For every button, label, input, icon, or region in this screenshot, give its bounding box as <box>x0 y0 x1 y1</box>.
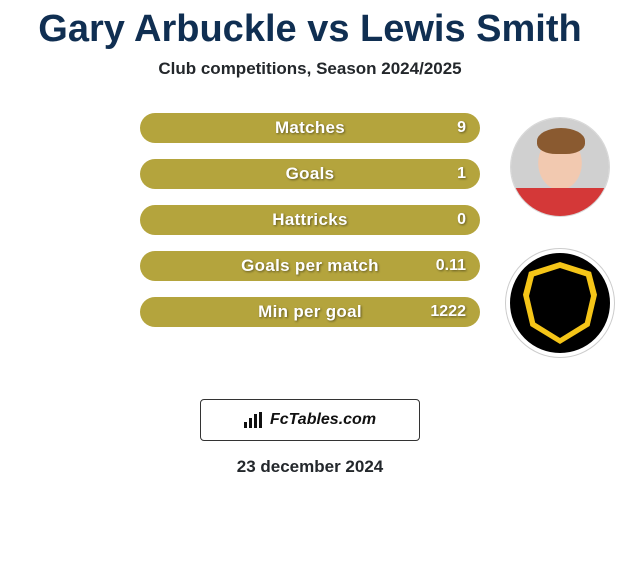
fctables-logo-icon <box>244 412 264 428</box>
stats-zone: Matches 9 Goals 1 Hattricks 0 Goals per … <box>0 119 620 379</box>
stat-label: Matches <box>275 118 345 138</box>
stat-row-min-per-goal: Min per goal 1222 <box>140 297 480 327</box>
club-shield-icon <box>523 262 597 344</box>
avatar-hair <box>537 128 585 154</box>
stat-row-matches: Matches 9 <box>140 113 480 143</box>
stat-row-goals-per-match: Goals per match 0.11 <box>140 251 480 281</box>
stat-label: Hattricks <box>272 210 347 230</box>
stat-row-goals: Goals 1 <box>140 159 480 189</box>
attribution-text: FcTables.com <box>270 411 376 429</box>
page-title: Gary Arbuckle vs Lewis Smith <box>0 0 620 51</box>
stat-right-value: 1222 <box>430 303 466 321</box>
stat-row-hattricks: Hattricks 0 <box>140 205 480 235</box>
avatar-shirt <box>511 188 609 216</box>
stat-right-value: 0 <box>457 211 466 229</box>
stat-label: Min per goal <box>258 302 362 322</box>
infographic-root: Gary Arbuckle vs Lewis Smith Club compet… <box>0 0 620 580</box>
left-club-badge <box>20 169 120 207</box>
avatar-face <box>511 118 609 216</box>
subtitle: Club competitions, Season 2024/2025 <box>0 59 620 79</box>
stat-right-value: 0.11 <box>436 257 466 275</box>
stat-label: Goals <box>286 164 335 184</box>
right-club-badge <box>506 249 614 357</box>
left-player-avatar <box>12 115 108 161</box>
stat-bars: Matches 9 Goals 1 Hattricks 0 Goals per … <box>140 113 480 343</box>
generation-date: 23 december 2024 <box>0 457 620 477</box>
stat-right-value: 9 <box>457 119 466 137</box>
stat-label: Goals per match <box>241 256 379 276</box>
attribution-box: FcTables.com <box>200 399 420 441</box>
right-player-avatar <box>510 117 610 217</box>
stat-right-value: 1 <box>457 165 466 183</box>
